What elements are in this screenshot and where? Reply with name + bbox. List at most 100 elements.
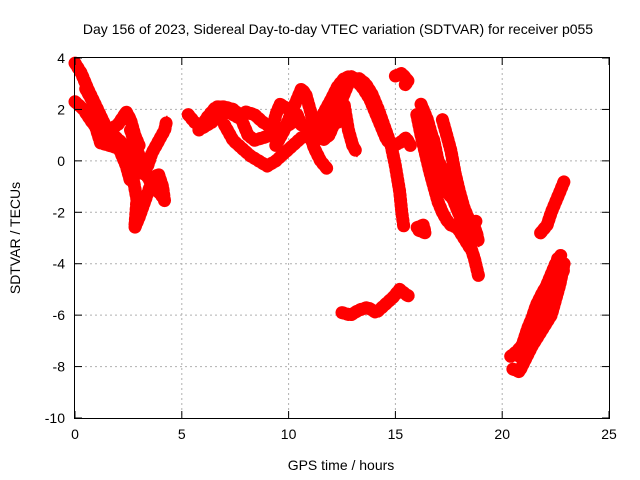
data-point [455,187,464,196]
data-point [417,131,426,140]
data-point [318,136,327,145]
data-point [515,367,524,376]
data-point [438,208,447,217]
data-point [126,115,135,124]
y-tick-label: -6 [53,307,66,323]
data-point [184,110,193,119]
data-point [246,151,255,160]
data-point [152,141,161,150]
data-point [555,280,564,289]
series-track-13 [335,282,417,322]
data-point [382,136,391,145]
series-trace-markers [388,66,415,93]
series-track-11 [331,97,364,160]
data-point [397,69,406,78]
data-point [271,141,280,150]
data-point [344,126,353,134]
data-point [139,169,148,178]
data-point [397,208,406,217]
data-point [235,110,244,119]
data-point [90,100,99,109]
data-point [558,249,567,258]
series-track-22 [523,246,569,332]
y-tick-label: 2 [57,101,65,117]
data-point [446,146,455,155]
data-point [419,221,428,230]
series-track-17 [435,113,486,250]
data-point [402,133,411,142]
data-point [464,213,473,222]
data-point [346,311,355,320]
x-tick-label: 20 [494,426,510,442]
y-tick-label: 0 [57,153,65,169]
data-point [271,156,280,165]
data-point [515,352,524,361]
data-point [525,321,534,330]
data-point [434,198,443,206]
data-point [314,131,323,140]
chart-title: Day 156 of 2023, Sidereal Day-to-day VTE… [83,21,593,37]
data-point [519,336,528,345]
data-point [154,169,163,178]
series-track-8 [218,118,334,176]
data-point [160,198,169,206]
data-point [363,303,372,312]
data-point [229,105,238,114]
data-point [534,331,543,340]
data-point [399,223,408,232]
data-point [130,223,139,232]
y-tick-label: -2 [53,204,66,220]
data-point [468,218,477,227]
data-point [442,216,451,224]
x-tick-label: 15 [388,426,404,442]
data-point [263,162,272,170]
data-point [280,126,289,134]
data-point [508,365,517,374]
data-point [194,126,203,134]
data-point [340,100,349,109]
data-point [147,177,156,186]
data-point [122,151,131,160]
data-point [297,120,306,129]
data-point [327,95,336,104]
data-point [271,110,280,119]
series-track-20 [506,257,571,379]
data-point [267,131,276,140]
data-point [532,306,541,314]
series-layer [68,56,571,379]
data-point [162,115,171,124]
data-point [466,244,475,253]
data-point [434,156,443,165]
y-tick-label: 4 [57,50,65,66]
data-point [293,95,302,104]
y-tick-label: -4 [53,256,66,272]
data-point [406,141,415,150]
y-tick-label: -10 [45,410,65,426]
data-point [421,228,430,237]
data-point [391,162,400,170]
data-point [560,177,569,186]
data-point [429,136,438,145]
plot-frame [74,57,610,419]
series-trace-markers [410,218,432,240]
series-track-18 [410,218,432,240]
data-point [340,90,349,98]
x-tick-label: 5 [178,426,186,442]
series-trace-markers [523,246,569,332]
series-track-5 [124,113,174,181]
data-point [220,120,229,129]
data-point [288,141,297,150]
data-point [536,228,545,237]
data-point [540,321,549,330]
data-point [126,126,135,134]
data-point [323,164,332,173]
x-tick-label: 25 [601,426,617,442]
data-point [254,156,263,165]
y-axis-label: SDTVAR / TECUs [7,182,23,294]
series-track-23 [534,174,571,240]
data-point [143,162,152,170]
data-point [446,221,455,230]
data-point [211,102,220,111]
data-point [158,182,167,191]
